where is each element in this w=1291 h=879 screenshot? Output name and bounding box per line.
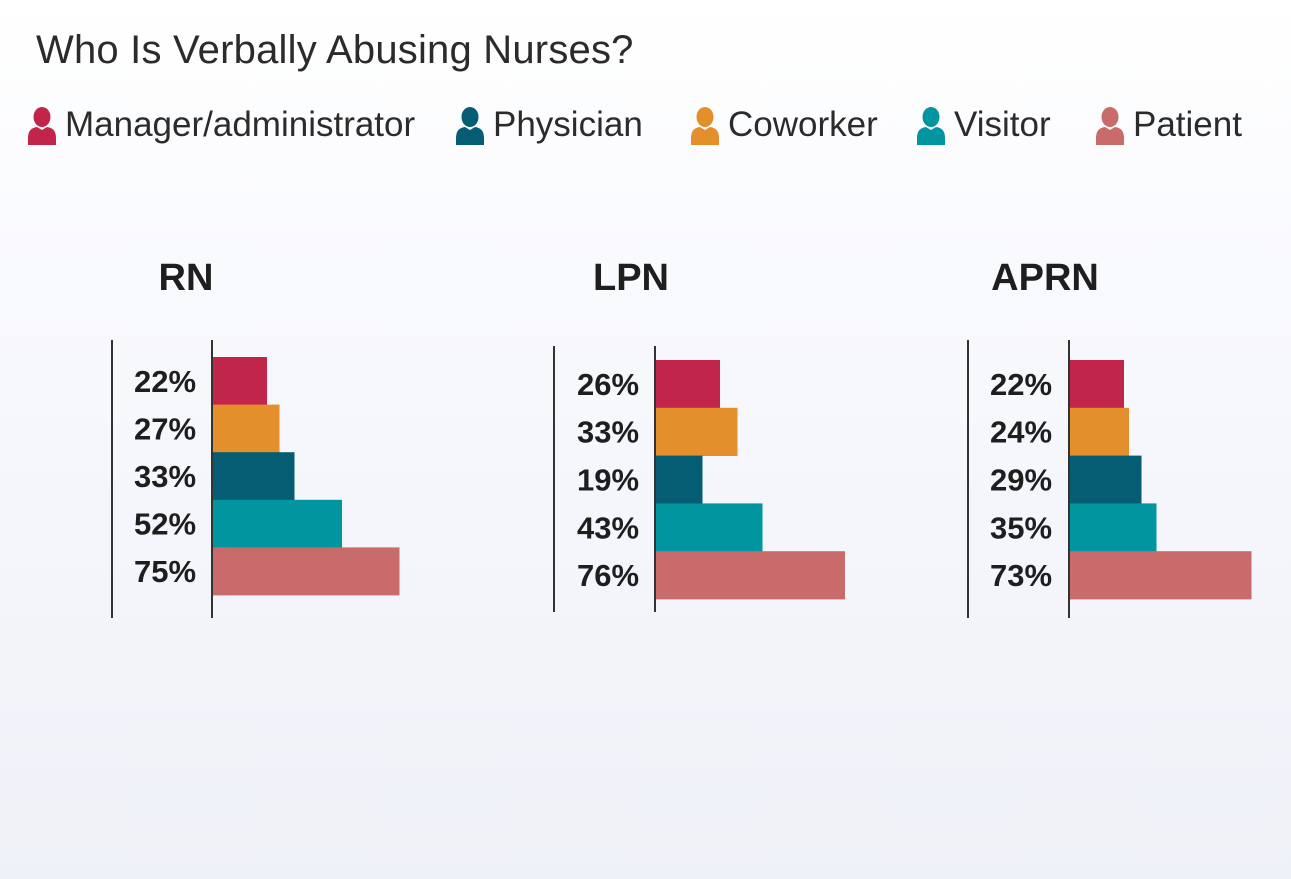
chart-panel-lpn: LPN 26% 33% 19% 43% 76%	[553, 257, 845, 612]
bar-coworker	[655, 407, 738, 456]
bar-manager-administrator	[1069, 360, 1124, 409]
data-label: 33%	[134, 459, 196, 494]
data-label: 52%	[134, 507, 196, 542]
bar-physician	[655, 455, 703, 504]
data-label: 76%	[577, 558, 639, 593]
data-label: 26%	[577, 367, 639, 402]
legend-label: Coworker	[728, 105, 878, 144]
person-icon	[917, 107, 945, 145]
bar-manager-administrator	[212, 357, 267, 405]
data-label: 35%	[990, 510, 1052, 545]
legend-label: Visitor	[954, 105, 1051, 144]
data-label: 22%	[134, 364, 196, 399]
legend-label: Physician	[493, 105, 643, 144]
legend-item-manager: Manager/administrator	[27, 102, 415, 148]
chart-title: Who Is Verbally Abusing Nurses?	[36, 28, 634, 72]
panel-title: APRN	[991, 257, 1099, 299]
chart-panel-rn: RN 22% 27% 33% 52% 75%	[111, 257, 400, 618]
data-label: 73%	[990, 558, 1052, 593]
bar-manager-administrator	[655, 360, 720, 409]
bar-physician	[1069, 455, 1142, 504]
legend-label: Patient	[1133, 105, 1242, 144]
bar-visitor	[212, 499, 342, 548]
bar-visitor	[1069, 503, 1157, 552]
data-label: 33%	[577, 415, 639, 450]
data-label: 43%	[577, 510, 639, 545]
legend-item-physician: Physician	[455, 102, 643, 148]
bar-patient	[212, 547, 400, 596]
person-icon	[28, 107, 56, 145]
bar-physician	[212, 452, 295, 501]
panel-title: RN	[159, 257, 214, 299]
bar-visitor	[655, 503, 763, 552]
person-icon	[456, 107, 484, 145]
data-label: 27%	[134, 411, 196, 446]
data-label: 24%	[990, 415, 1052, 450]
bar-patient	[655, 551, 845, 600]
legend-item-patient: Patient	[1095, 102, 1242, 148]
bar-patient	[1069, 551, 1252, 600]
bar-coworker	[1069, 407, 1129, 456]
legend-item-coworker: Coworker	[690, 102, 878, 148]
data-label: 22%	[990, 367, 1052, 402]
data-label: 75%	[134, 554, 196, 589]
legend-item-visitor: Visitor	[916, 102, 1051, 148]
legend-label: Manager/administrator	[65, 105, 416, 144]
bar-coworker	[212, 404, 280, 453]
person-icon	[691, 107, 719, 145]
panel-title: LPN	[593, 257, 669, 299]
data-label: 29%	[990, 463, 1052, 498]
data-label: 19%	[577, 463, 639, 498]
chart-panel-aprn: APRN 22% 24% 29% 35% 73%	[967, 257, 1252, 618]
person-icon	[1096, 107, 1124, 145]
